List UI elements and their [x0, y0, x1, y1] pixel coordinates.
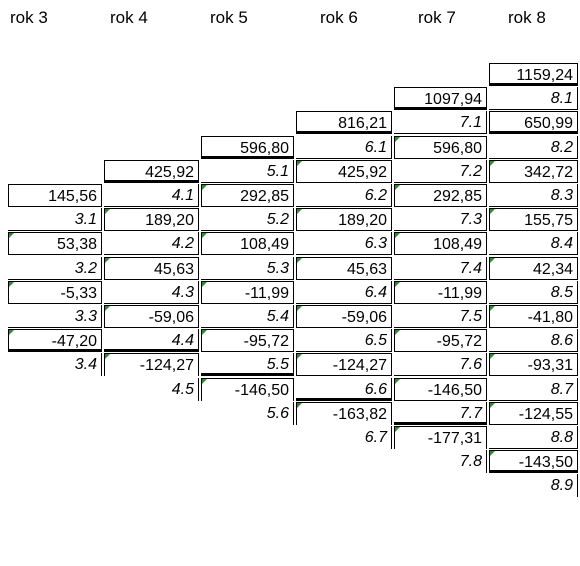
value-cell[interactable]: -146,50 [394, 378, 487, 401]
label-cell[interactable]: 4.5 [104, 378, 199, 401]
label-cell[interactable]: 7.7 [394, 402, 487, 425]
value-cell[interactable]: -41,80 [489, 305, 578, 328]
value-cell[interactable]: 108,49 [201, 232, 294, 255]
value-cell[interactable]: -11,99 [394, 281, 487, 304]
value-cell[interactable]: -124,27 [296, 353, 392, 376]
label-cell[interactable]: 7.8 [394, 450, 487, 473]
label-cell[interactable]: 6.7 [296, 426, 392, 449]
label-cell[interactable]: 5.1 [201, 160, 294, 183]
label-cell[interactable]: 7.4 [394, 257, 487, 280]
value-cell[interactable]: -143,50 [489, 450, 578, 473]
label-cell[interactable]: 3.4 [8, 353, 102, 376]
label-cell[interactable]: 4.4 [104, 329, 199, 352]
value-cell[interactable]: 596,80 [201, 136, 294, 159]
label-cell[interactable]: 8.6 [489, 329, 578, 352]
label-cell[interactable]: 6.2 [296, 184, 392, 207]
value-cell[interactable]: 189,20 [104, 208, 199, 231]
value-cell[interactable]: -177,31 [394, 426, 487, 449]
label-cell[interactable]: 5.4 [201, 305, 294, 328]
label-cell[interactable]: 3.1 [8, 208, 102, 231]
label-cell[interactable]: 5.5 [201, 353, 294, 376]
value-cell[interactable]: 108,49 [394, 232, 487, 255]
value-cell[interactable]: -95,72 [201, 329, 294, 352]
value-cell[interactable]: 42,34 [489, 257, 578, 280]
value-cell[interactable]: -59,06 [296, 305, 392, 328]
label-cell[interactable]: 5.2 [201, 208, 294, 231]
label-cell[interactable]: 3.2 [8, 257, 102, 280]
label-cell[interactable]: 7.2 [394, 160, 487, 183]
value-cell[interactable]: 53,38 [8, 232, 102, 255]
value-cell[interactable]: -5,33 [8, 281, 102, 304]
value-cell[interactable]: 292,85 [201, 184, 294, 207]
label-cell[interactable]: 8.8 [489, 426, 578, 449]
label-cell[interactable]: 4.1 [104, 184, 199, 207]
value-cell[interactable]: -47,20 [8, 329, 102, 352]
value-cell[interactable]: -163,82 [296, 402, 392, 425]
column-header-rok-5: rok 5 [210, 8, 248, 27]
column-header-rok-8: rok 8 [508, 8, 546, 27]
value-cell[interactable]: 342,72 [489, 160, 578, 183]
label-cell[interactable]: 6.1 [296, 136, 392, 159]
value-cell[interactable]: 425,92 [296, 160, 392, 183]
label-cell[interactable]: 7.1 [394, 111, 487, 134]
label-cell[interactable]: 3.3 [8, 305, 102, 328]
label-cell[interactable]: 5.3 [201, 257, 294, 280]
label-cell[interactable]: 8.9 [489, 474, 578, 497]
column-header-rok-7: rok 7 [418, 8, 456, 27]
value-cell[interactable]: 292,85 [394, 184, 487, 207]
value-cell[interactable]: 155,75 [489, 208, 578, 231]
column-header-rok-4: rok 4 [110, 8, 148, 27]
value-cell[interactable]: 189,20 [296, 208, 392, 231]
label-cell[interactable]: 8.5 [489, 281, 578, 304]
value-cell[interactable]: -124,55 [489, 402, 578, 425]
label-cell[interactable]: 8.1 [489, 87, 578, 110]
value-cell[interactable]: -59,06 [104, 305, 199, 328]
label-cell[interactable]: 8.3 [489, 184, 578, 207]
value-cell[interactable]: -95,72 [394, 329, 487, 352]
value-cell[interactable]: -146,50 [201, 378, 294, 401]
label-cell[interactable]: 7.3 [394, 208, 487, 231]
label-cell[interactable]: 6.5 [296, 329, 392, 352]
column-header-rok-6: rok 6 [320, 8, 358, 27]
value-cell[interactable]: 45,63 [296, 257, 392, 280]
value-cell[interactable]: 45,63 [104, 257, 199, 280]
label-cell[interactable]: 7.6 [394, 353, 487, 376]
label-cell[interactable]: 8.4 [489, 232, 578, 255]
value-cell[interactable]: 425,92 [104, 160, 199, 183]
label-cell[interactable]: 5.6 [201, 402, 294, 425]
label-cell[interactable]: 7.5 [394, 305, 487, 328]
label-cell[interactable]: 4.3 [104, 281, 199, 304]
value-cell[interactable]: -11,99 [201, 281, 294, 304]
value-cell[interactable]: 650,99 [489, 111, 578, 134]
value-cell[interactable]: 1097,94 [394, 87, 487, 110]
column-header-rok-3: rok 3 [10, 8, 48, 27]
value-cell[interactable]: 596,80 [394, 136, 487, 159]
label-cell[interactable]: 8.7 [489, 378, 578, 401]
label-cell[interactable]: 8.2 [489, 136, 578, 159]
value-cell[interactable]: -124,27 [104, 353, 199, 376]
value-cell[interactable]: -93,31 [489, 353, 578, 376]
label-cell[interactable]: 6.3 [296, 232, 392, 255]
label-cell[interactable]: 6.6 [296, 378, 392, 401]
label-cell[interactable]: 4.2 [104, 232, 199, 255]
value-cell[interactable]: 816,21 [296, 111, 392, 134]
value-cell[interactable]: 145,56 [8, 184, 102, 207]
value-cell[interactable]: 1159,24 [489, 63, 578, 86]
label-cell[interactable]: 6.4 [296, 281, 392, 304]
